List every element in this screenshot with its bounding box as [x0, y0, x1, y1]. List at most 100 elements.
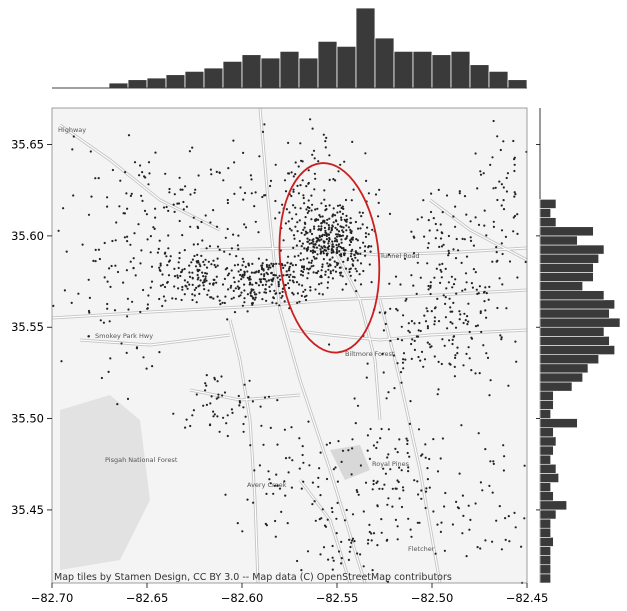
scatter-point: [429, 284, 432, 287]
scatter-point: [408, 455, 411, 458]
scatter-point: [186, 287, 189, 290]
scatter-point: [362, 510, 365, 513]
scatter-point: [312, 271, 315, 274]
scatter-point: [319, 494, 322, 497]
scatter-point: [226, 201, 229, 205]
right-hist-bar: [539, 482, 551, 492]
scatter-point: [241, 264, 244, 267]
scatter-point: [236, 522, 239, 525]
scatter-point: [288, 275, 291, 279]
scatter-point: [328, 178, 331, 181]
scatter-point: [417, 329, 420, 332]
scatter-point: [427, 284, 430, 288]
scatter-point: [504, 235, 507, 238]
scatter-point: [227, 288, 230, 291]
scatter-point: [70, 301, 73, 304]
scatter-point: [454, 356, 457, 359]
scatter-point: [146, 307, 149, 310]
scatter-point: [327, 224, 330, 227]
scatter-point: [226, 198, 229, 202]
scatter-point: [487, 298, 490, 301]
scatter-point: [455, 292, 458, 295]
scatter-point: [309, 250, 312, 253]
scatter-point: [345, 224, 348, 227]
scatter-point: [90, 195, 93, 198]
scatter-point: [334, 270, 338, 273]
scatter-point: [267, 395, 271, 398]
scatter-point: [502, 208, 506, 211]
scatter-point: [488, 394, 491, 397]
scatter-point: [138, 174, 141, 177]
scatter-point: [205, 279, 208, 282]
scatter-point: [158, 266, 161, 269]
scatter-point: [305, 208, 308, 211]
y-tick-label: 35.55: [11, 320, 44, 334]
scatter-point: [435, 267, 438, 270]
scatter-point: [498, 277, 501, 280]
scatter-point: [260, 424, 263, 427]
right-hist-bar: [539, 564, 551, 575]
scatter-point: [433, 316, 436, 319]
scatter-point: [341, 449, 345, 452]
scatter-point: [422, 365, 425, 368]
scatter-point: [286, 261, 289, 264]
scatter-point: [209, 168, 212, 171]
scatter-point: [292, 281, 295, 284]
scatter-point: [500, 336, 503, 339]
y-tick-label: 35.65: [11, 138, 44, 152]
scatter-point: [432, 510, 435, 513]
scatter-point: [513, 511, 516, 514]
scatter-point: [524, 260, 527, 264]
scatter-point: [469, 220, 472, 223]
scatter-point: [516, 232, 519, 235]
map-road-centre: [329, 239, 381, 421]
scatter-point: [212, 415, 215, 418]
scatter-point: [237, 287, 240, 290]
scatter-point: [455, 500, 458, 503]
scatter-point: [94, 260, 97, 263]
scatter-point: [285, 270, 288, 273]
scatter-point: [410, 357, 413, 360]
scatter-point: [410, 342, 413, 346]
scatter-point: [237, 270, 240, 273]
scatter-point: [371, 488, 374, 491]
scatter-point: [433, 320, 436, 323]
scatter-point: [440, 245, 444, 248]
scatter-point: [126, 297, 129, 300]
scatter-point: [126, 207, 129, 210]
scatter-point: [364, 245, 367, 248]
scatter-point: [313, 225, 316, 228]
scatter-point: [378, 188, 381, 191]
scatter-point: [352, 264, 355, 267]
scatter-point: [288, 279, 291, 282]
scatter-point: [259, 405, 262, 408]
scatter-point: [181, 288, 184, 291]
scatter-point: [323, 189, 326, 192]
scatter-point: [280, 296, 283, 299]
scatter-point: [262, 443, 265, 446]
scatter-point: [432, 438, 435, 441]
scatter-point: [446, 327, 449, 330]
scatter-point: [356, 490, 359, 494]
scatter-point: [387, 428, 390, 431]
top-hist-bar: [279, 50, 300, 89]
scatter-point: [362, 269, 365, 273]
scatter-point: [451, 342, 454, 346]
scatter-point: [407, 466, 410, 469]
scatter-point: [361, 223, 364, 226]
top-hist-bar: [431, 54, 452, 89]
right-hist-bar: [539, 463, 557, 474]
right-hist-bar: [539, 427, 554, 438]
scatter-point: [176, 274, 179, 277]
scatter-point: [115, 221, 118, 224]
scatter-point: [114, 264, 117, 267]
top-hist-bar: [355, 7, 376, 89]
scatter-point: [317, 228, 321, 231]
scatter-point: [305, 294, 308, 297]
scatter-point: [312, 240, 315, 243]
scatter-point: [283, 179, 287, 182]
scatter-point: [253, 291, 256, 294]
scatter-point: [304, 288, 307, 291]
scatter-point: [417, 493, 420, 496]
